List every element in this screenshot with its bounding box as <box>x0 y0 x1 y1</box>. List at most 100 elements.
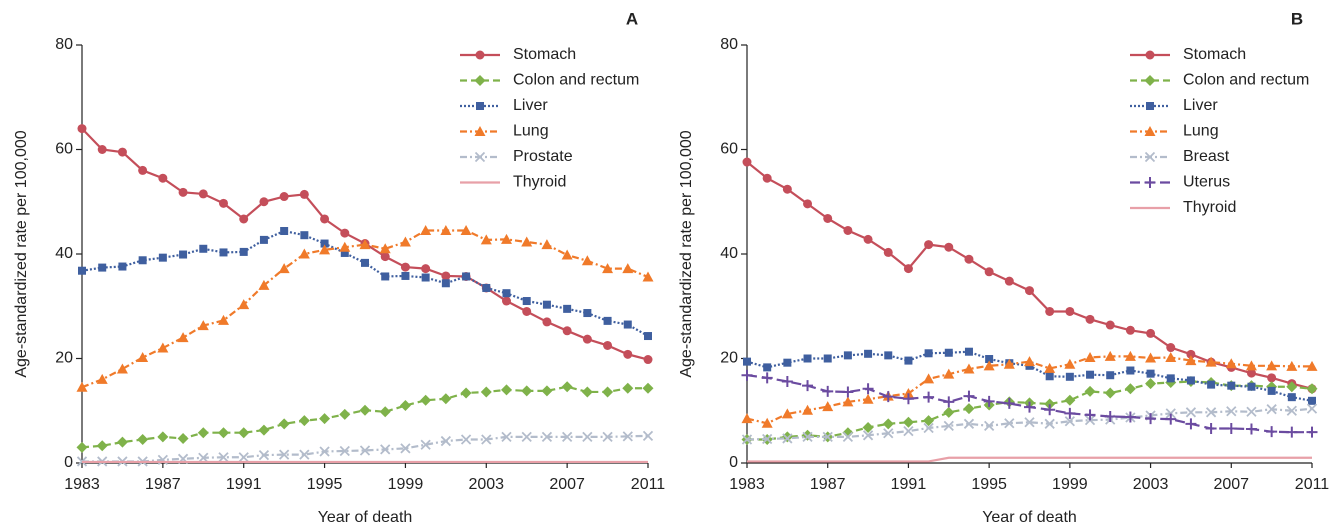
marker <box>742 157 752 167</box>
marker <box>802 431 813 443</box>
series-line <box>747 456 1312 463</box>
marker <box>501 233 512 244</box>
marker <box>984 267 994 277</box>
x-tick-label: 1987 <box>145 476 181 493</box>
series-line <box>82 434 649 463</box>
marker <box>781 375 793 387</box>
marker <box>1025 286 1034 296</box>
x-tick-label: 2003 <box>468 476 504 493</box>
marker <box>1227 381 1236 390</box>
marker <box>474 151 486 163</box>
y-tick-label: 80 <box>55 36 73 53</box>
marker <box>361 258 369 267</box>
marker <box>1145 378 1157 390</box>
marker <box>1065 306 1075 316</box>
marker <box>320 214 330 224</box>
x-tick-label: 1983 <box>729 476 765 493</box>
marker <box>400 262 410 272</box>
x-tick-label: 1999 <box>388 476 424 493</box>
marker <box>842 386 854 398</box>
marker <box>421 264 431 274</box>
y-axis-label: Age-standardized rate per 100,000 <box>13 130 30 377</box>
marker <box>300 231 309 240</box>
marker <box>259 197 269 207</box>
marker <box>602 263 614 274</box>
marker <box>964 347 973 356</box>
marker <box>219 248 228 257</box>
marker <box>985 355 994 364</box>
marker <box>1085 314 1095 324</box>
marker <box>741 434 753 445</box>
marker <box>1306 403 1318 414</box>
marker <box>440 393 452 405</box>
marker <box>622 263 634 274</box>
series <box>741 403 1318 445</box>
y-tick-label: 0 <box>729 454 738 471</box>
marker <box>1064 407 1076 419</box>
marker <box>1125 325 1135 335</box>
marker <box>379 406 391 418</box>
marker <box>199 244 208 253</box>
marker <box>944 242 954 252</box>
marker <box>1024 401 1035 413</box>
series-line <box>746 355 1312 425</box>
marker <box>1146 328 1156 338</box>
marker <box>440 224 452 235</box>
marker <box>1044 398 1056 410</box>
marker <box>1207 380 1216 389</box>
marker <box>562 431 573 443</box>
y-tick-label: 20 <box>720 350 738 367</box>
legend-label: Breast <box>1183 148 1230 165</box>
marker <box>178 187 188 197</box>
y-tick-label: 60 <box>720 141 738 158</box>
marker <box>1144 151 1156 163</box>
marker <box>943 420 954 432</box>
marker <box>1144 177 1156 188</box>
marker <box>502 296 511 306</box>
marker <box>1266 360 1278 371</box>
marker <box>1084 409 1096 421</box>
marker <box>582 334 592 344</box>
series <box>76 224 654 392</box>
marker <box>340 248 349 257</box>
marker <box>622 431 633 442</box>
marker <box>460 224 472 235</box>
marker <box>158 253 167 262</box>
y-tick-label: 40 <box>720 245 738 262</box>
marker <box>219 198 228 208</box>
marker <box>157 342 169 353</box>
marker <box>76 441 88 453</box>
marker <box>198 189 208 199</box>
marker <box>1145 352 1157 363</box>
x-tick-label: 2007 <box>549 476 585 493</box>
series <box>78 227 652 341</box>
marker <box>1166 374 1175 383</box>
x-axis-label: Year of death <box>982 509 1077 526</box>
marker <box>1104 350 1116 361</box>
marker <box>541 239 553 250</box>
legend-label: Stomach <box>513 46 576 63</box>
marker <box>761 372 773 384</box>
marker <box>842 427 854 439</box>
marker <box>420 394 432 406</box>
marker <box>843 225 853 235</box>
marker <box>177 432 189 444</box>
marker <box>802 380 814 392</box>
marker <box>902 388 914 399</box>
marker <box>340 228 350 238</box>
legend-label: Liver <box>513 97 548 114</box>
marker <box>741 413 753 424</box>
marker <box>623 320 632 329</box>
marker <box>501 384 512 396</box>
marker <box>78 266 86 275</box>
series-line <box>746 161 1313 390</box>
y-tick-label: 0 <box>64 454 73 471</box>
y-axis-label: Age-standardized rate per 100,000 <box>678 130 695 377</box>
marker <box>1286 360 1298 371</box>
marker <box>903 264 913 274</box>
legend-label: Lung <box>1183 123 1219 140</box>
marker <box>862 430 874 441</box>
marker <box>1166 343 1176 353</box>
marker <box>923 415 935 427</box>
